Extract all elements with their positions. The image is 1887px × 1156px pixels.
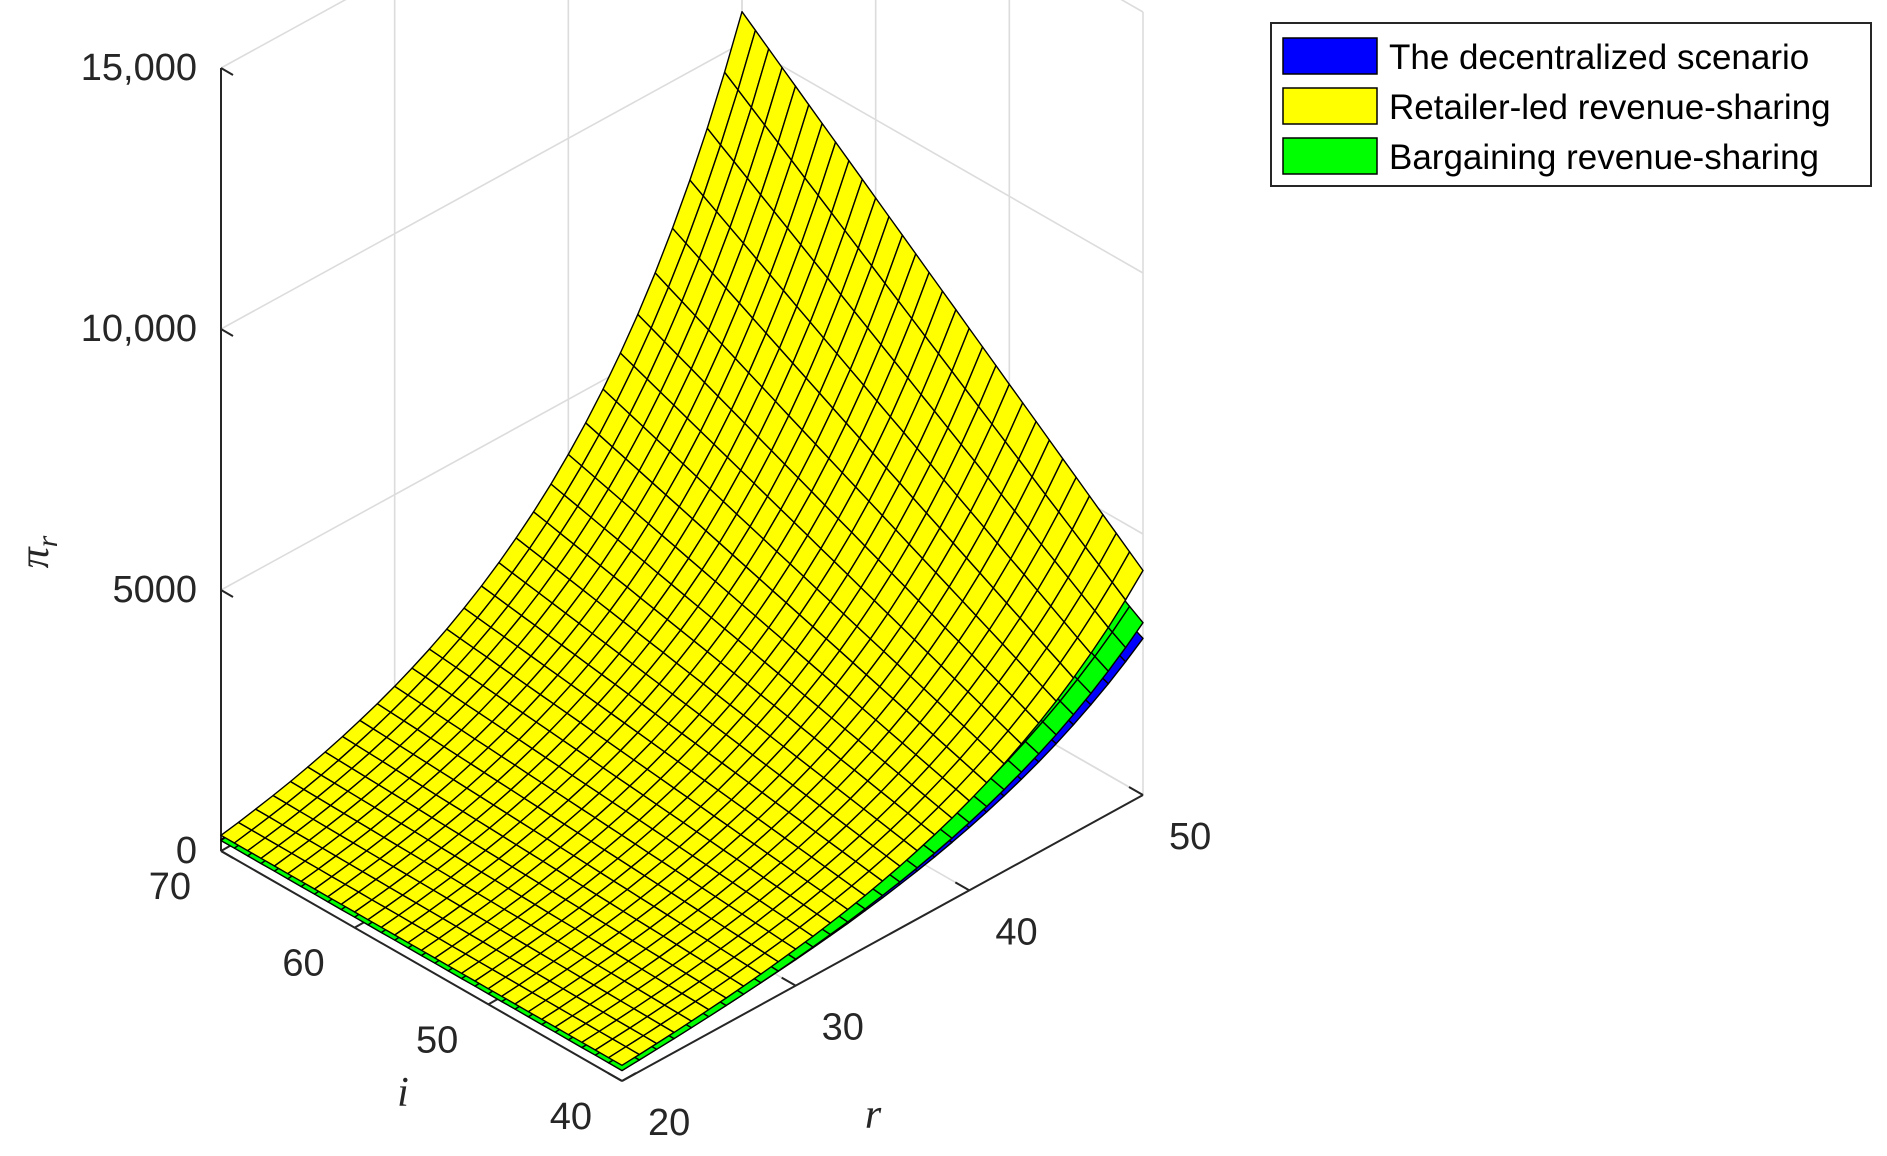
axes-lines — [220, 67, 1144, 1082]
y-axis-line — [220, 850, 623, 1082]
tick-labels: 0 5000 10,000 15,000 40 50 60 70 20 30 40 50 — [81, 47, 1212, 1144]
z-tick-mark — [220, 850, 234, 859]
z-axis-label-sub: r — [31, 535, 64, 547]
z-tick-mark — [220, 67, 234, 76]
legend: The decentralized scenario Retailer-led … — [1270, 22, 1872, 187]
grid-line-side-wall — [741, 42, 1144, 274]
legend-swatch-decentralized — [1282, 37, 1378, 75]
x-tick-label: 20 — [648, 1102, 690, 1144]
z-tick-mark — [220, 589, 234, 598]
surface-retailer-led-revenue-sharing — [220, 10, 1144, 1067]
y-tick-label: 40 — [550, 1096, 592, 1138]
grid-line-back-wall — [220, 42, 743, 330]
svg-text:πr: πr — [12, 535, 64, 568]
x-axis-line — [621, 794, 1144, 1082]
z-tick-label: 10,000 — [81, 308, 197, 350]
x-tick-label: 30 — [822, 1007, 864, 1049]
legend-swatch-retailer-led — [1282, 87, 1378, 125]
x-tick-mark — [1128, 786, 1144, 796]
y-tick-label: 60 — [282, 943, 324, 985]
x-tick-mark — [954, 881, 970, 892]
y-tick-label: 50 — [416, 1019, 458, 1061]
z-tick-label: 0 — [176, 830, 197, 872]
x-tick-mark — [781, 976, 797, 987]
surface-plot — [220, 10, 1144, 1072]
x-tick-label: 40 — [995, 911, 1037, 953]
legend-swatch-bargaining — [1282, 137, 1378, 175]
x-tick-mark — [607, 1072, 623, 1082]
legend-label-bargaining: Bargaining revenue-sharing — [1389, 138, 1819, 177]
x-axis-label: r — [865, 1092, 882, 1138]
z-axis-label: πr — [12, 535, 64, 568]
grid-line-back-wall — [220, 0, 347, 69]
z-axis-label-main: π — [12, 546, 58, 568]
legend-label-decentralized: The decentralized scenario — [1389, 38, 1809, 77]
grid-line-side-wall — [1120, 0, 1144, 13]
y-tick-mark — [621, 1072, 637, 1082]
z-tick-label: 15,000 — [81, 47, 197, 89]
z-tick-mark — [220, 328, 234, 337]
z-tick-label: 5000 — [112, 569, 197, 611]
surface-cell — [1111, 551, 1144, 601]
y-axis-label: i — [397, 1070, 409, 1116]
x-tick-label: 50 — [1169, 816, 1211, 858]
legend-label-retailer-led: Retailer-led revenue-sharing — [1389, 88, 1831, 127]
surface-cell — [1111, 605, 1144, 649]
y-tick-label: 70 — [149, 866, 191, 908]
